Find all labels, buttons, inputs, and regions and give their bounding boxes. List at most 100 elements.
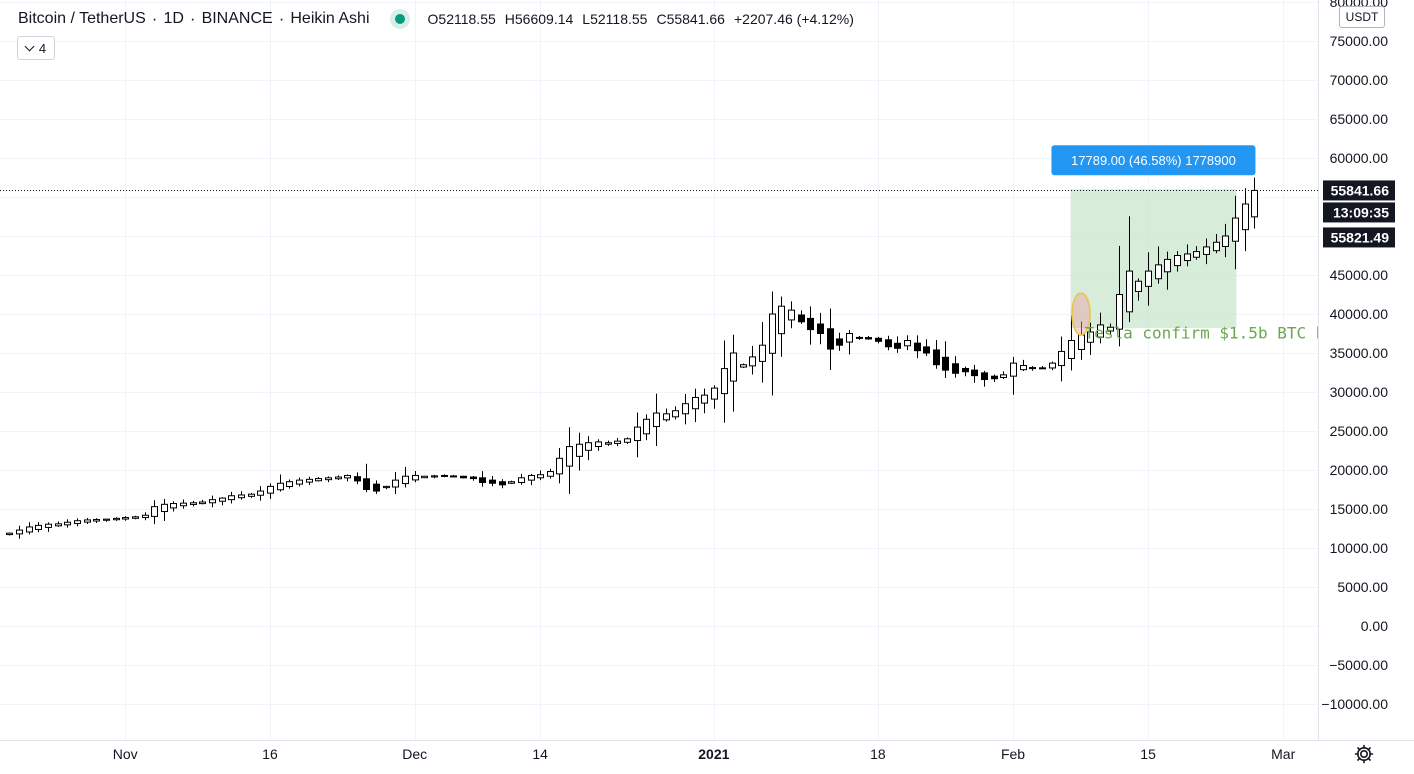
countdown-marker: 13:09:35 [1323, 202, 1395, 223]
candle [16, 525, 23, 539]
candle [942, 341, 949, 378]
candle [45, 522, 52, 532]
candle [1000, 371, 1007, 379]
exchange-label: BINANCE [201, 10, 273, 27]
candle [672, 406, 679, 420]
low-value: 52118.55 [590, 11, 648, 27]
candle [344, 474, 351, 482]
candle [392, 471, 399, 495]
candle [634, 412, 641, 458]
indicators-toggle-button[interactable]: 4 [17, 36, 55, 60]
candle [605, 440, 612, 446]
indicators-count: 4 [38, 40, 47, 56]
price-tick-label: 80000.00 [1330, 0, 1389, 10]
candle [1203, 238, 1210, 265]
currency-label: USDT [1345, 10, 1379, 24]
open-value: 52118.55 [438, 11, 496, 27]
candle [315, 477, 322, 482]
candle [971, 364, 978, 383]
candle [1222, 223, 1229, 258]
grid-lines [0, 0, 1318, 740]
measure-label-box[interactable] [1051, 145, 1256, 176]
candle [1116, 245, 1123, 347]
candle [64, 519, 71, 528]
candle [614, 437, 621, 447]
candlestick-series [6, 177, 1258, 539]
gear-icon[interactable] [1352, 742, 1376, 766]
candle [55, 521, 62, 527]
candle [778, 296, 785, 357]
symbol-legend[interactable]: Bitcoin / TetherUS · 1D · BINANCE · Heik… [18, 8, 854, 30]
candle [190, 500, 197, 507]
price-tick-label: 35000.00 [1330, 345, 1389, 361]
candle [1087, 322, 1094, 355]
candle [1029, 365, 1036, 371]
price-tick-label: 20000.00 [1330, 462, 1389, 478]
candle [489, 475, 496, 487]
legend-separator: · [189, 9, 196, 28]
last-price-marker: 55841.66 [1323, 180, 1395, 201]
time-tick-label: Feb [1001, 746, 1025, 762]
interval-label[interactable]: 1D [163, 10, 184, 27]
candle [1232, 195, 1239, 270]
candle [161, 498, 168, 521]
tesla-note-text[interactable]: Tesla confirm $1.5b BTC buy [1085, 324, 1345, 343]
candle [1020, 359, 1027, 372]
candle [518, 473, 525, 485]
candle [547, 468, 554, 479]
candle [1164, 251, 1171, 290]
time-tick-label: Mar [1271, 746, 1295, 762]
candle [1039, 366, 1046, 370]
candle [914, 335, 921, 359]
candle [363, 463, 370, 493]
candle [286, 479, 293, 489]
candle [769, 291, 776, 396]
candle [991, 374, 998, 382]
close-value: 55841.66 [666, 11, 725, 27]
candle [585, 436, 592, 461]
price-axis[interactable]: 80000.00 75000.00 70000.00 65000.00 60000.00… [1318, 0, 1414, 740]
candle [1155, 246, 1162, 284]
candle [1049, 361, 1056, 371]
candle [904, 335, 911, 351]
price-tick-label: 40000.00 [1330, 306, 1389, 322]
candle [1213, 234, 1220, 254]
candle [1193, 246, 1200, 260]
price-tick-label: 75000.00 [1330, 33, 1389, 49]
candle [1251, 177, 1258, 229]
candle [759, 322, 766, 383]
currency-button[interactable]: USDT [1339, 6, 1385, 28]
candle [1174, 251, 1181, 272]
candle [122, 516, 129, 521]
svg-text:55821.49: 55821.49 [1331, 229, 1390, 245]
price-tick-label: 10000.00 [1330, 540, 1389, 556]
highlight-ellipse[interactable] [1071, 292, 1091, 336]
market-status-icon[interactable] [389, 9, 410, 29]
time-tick-label: 15 [1140, 746, 1156, 762]
price-tick-label: −5000.00 [1329, 657, 1388, 673]
price-tick-label: 45000.00 [1330, 267, 1389, 283]
low-key: L [582, 11, 591, 27]
candle [817, 312, 824, 345]
ohlc-values: O52118.55 H56609.14 L52118.55 C55841.66 … [428, 11, 854, 27]
annotation-layer[interactable]: 17789.00 (46.58%) 1778900 Tesla confirm $… [0, 145, 1345, 343]
price-tick-label: 15000.00 [1330, 501, 1389, 517]
candle [1068, 315, 1075, 371]
candle [248, 493, 255, 498]
candle [1058, 336, 1065, 382]
candle [431, 474, 438, 479]
measure-range-layer[interactable] [1070, 189, 1237, 329]
candle [257, 486, 264, 501]
time-axis[interactable]: Nov 16 Dec 14 2021 18 Feb 15 Mar [0, 740, 1414, 763]
candle [865, 335, 872, 340]
candle [142, 512, 149, 521]
candle [730, 334, 737, 412]
symbol-name[interactable]: Bitcoin / TetherUS [18, 10, 146, 27]
price-tick-label: 70000.00 [1330, 72, 1389, 88]
candle [1010, 356, 1017, 395]
candle [470, 475, 477, 481]
measure-range-box[interactable] [1070, 189, 1237, 329]
candle [933, 339, 940, 369]
